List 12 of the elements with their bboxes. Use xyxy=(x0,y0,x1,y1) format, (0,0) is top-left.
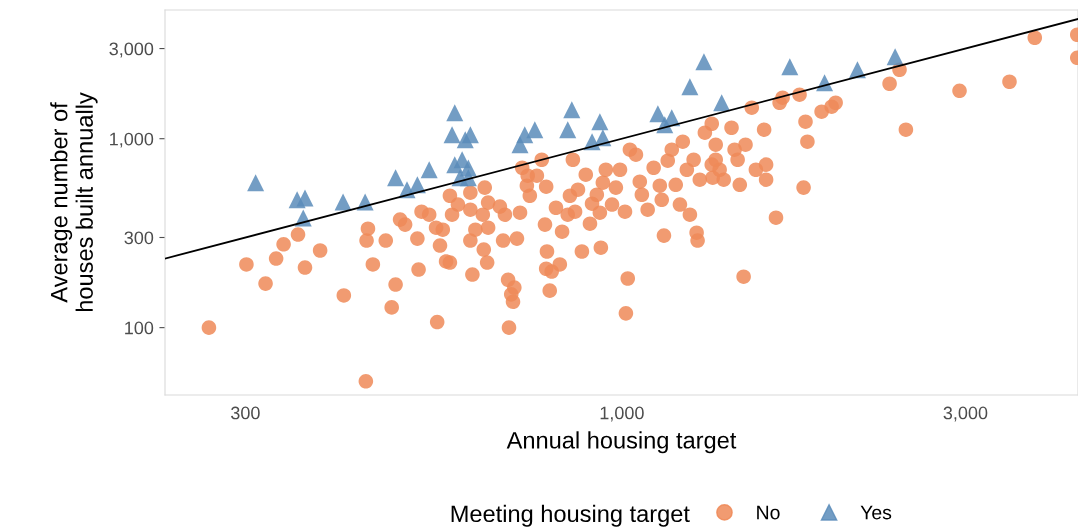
x-tick-label: 3,000 xyxy=(943,406,988,422)
y-axis-title: Average number of houses built annually xyxy=(50,92,98,312)
legend-title: Meeting housing target xyxy=(451,504,690,527)
x-tick-label: 300 xyxy=(231,406,260,420)
y-tick-label: 1,000 xyxy=(110,132,154,148)
x-axis-title: Annual housing target xyxy=(506,431,737,454)
legend-label: Yes xyxy=(860,505,892,520)
y-tick-label: 3,000 xyxy=(109,42,154,58)
y-tick-label: 100 xyxy=(125,321,154,335)
legend-label: No xyxy=(757,505,780,520)
x-tick-label: 1,000 xyxy=(600,406,644,422)
y-tick-label: 300 xyxy=(124,231,154,245)
